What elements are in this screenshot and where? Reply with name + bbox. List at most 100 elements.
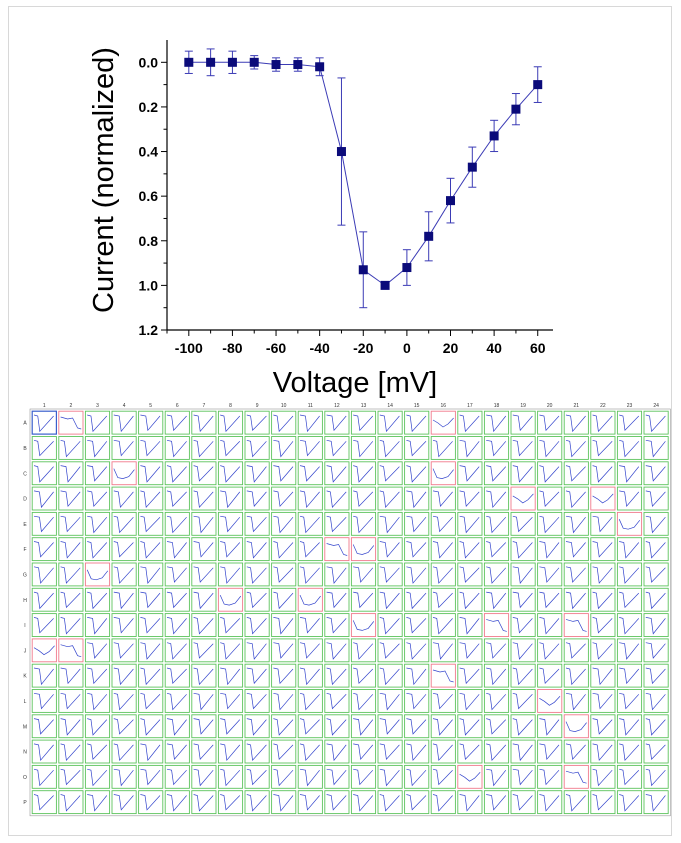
plate-well[interactable] [616, 436, 643, 460]
plate-well[interactable] [483, 511, 510, 536]
plate-well[interactable] [138, 486, 164, 511]
plate-well[interactable] [616, 689, 643, 713]
plate-well[interactable] [643, 638, 669, 663]
plate-well[interactable] [297, 663, 323, 688]
plate-well[interactable] [377, 739, 403, 764]
plate-well[interactable] [483, 613, 510, 637]
plate-well[interactable] [563, 689, 589, 713]
plate-well[interactable] [483, 562, 510, 587]
plate-well[interactable] [84, 714, 111, 739]
plate-well[interactable] [643, 739, 669, 764]
plate-well[interactable] [164, 511, 190, 536]
plate-well[interactable] [457, 689, 483, 713]
plate-well[interactable] [563, 739, 589, 764]
plate-well[interactable] [31, 562, 57, 587]
plate-well[interactable] [324, 461, 350, 486]
plate-well[interactable] [457, 461, 483, 486]
plate-well[interactable] [58, 461, 84, 486]
plate-well[interactable] [377, 587, 403, 612]
plate-well[interactable] [457, 663, 483, 688]
plate-well[interactable] [510, 587, 536, 612]
plate-well[interactable] [297, 613, 323, 637]
plate-well[interactable] [457, 739, 483, 764]
plate-well[interactable] [244, 486, 270, 511]
plate-well[interactable] [297, 511, 323, 536]
plate-well[interactable] [297, 790, 323, 815]
plate-well[interactable] [138, 410, 164, 435]
plate-well[interactable] [31, 486, 57, 511]
plate-well[interactable] [563, 410, 589, 435]
plate-well[interactable] [404, 562, 430, 587]
plate-well[interactable] [590, 461, 616, 486]
plate-well[interactable] [217, 613, 244, 637]
plate-well[interactable] [164, 790, 190, 815]
plate-well[interactable] [84, 410, 111, 435]
plate-well[interactable] [111, 537, 137, 562]
plate-well[interactable] [58, 638, 84, 663]
plate-well[interactable] [404, 410, 430, 435]
plate-well[interactable] [217, 562, 244, 587]
plate-well[interactable] [191, 714, 217, 739]
plate-well[interactable] [430, 663, 456, 688]
plate-well[interactable] [138, 511, 164, 536]
plate-well[interactable] [138, 537, 164, 562]
plate-well[interactable] [324, 537, 350, 562]
plate-well[interactable] [217, 764, 244, 789]
plate-well[interactable] [111, 587, 137, 612]
plate-well[interactable] [404, 461, 430, 486]
plate-well[interactable] [191, 436, 217, 460]
plate-well[interactable] [510, 638, 536, 663]
plate-well[interactable] [244, 436, 270, 460]
plate-well[interactable] [217, 714, 244, 739]
plate-well[interactable] [377, 790, 403, 815]
plate-well[interactable] [537, 689, 563, 713]
plate-well[interactable] [537, 537, 563, 562]
plate-well[interactable] [483, 486, 510, 511]
plate-well[interactable] [563, 613, 589, 637]
plate-well[interactable] [404, 663, 430, 688]
plate-well[interactable] [191, 587, 217, 612]
plate-well[interactable] [324, 739, 350, 764]
plate-well[interactable] [510, 739, 536, 764]
plate-well[interactable] [590, 663, 616, 688]
plate-well[interactable] [271, 764, 297, 789]
plate-well[interactable] [84, 739, 111, 764]
plate-well[interactable] [111, 613, 137, 637]
plate-well[interactable] [324, 486, 350, 511]
plate-well[interactable] [563, 537, 589, 562]
plate-well[interactable] [483, 638, 510, 663]
plate-well[interactable] [217, 638, 244, 663]
plate-well[interactable] [350, 764, 377, 789]
plate-well[interactable] [164, 739, 190, 764]
plate-well[interactable] [111, 714, 137, 739]
plate-well[interactable] [430, 436, 456, 460]
plate-well[interactable] [457, 714, 483, 739]
plate-well[interactable] [297, 714, 323, 739]
plate-well[interactable] [324, 436, 350, 460]
plate-well[interactable] [377, 638, 403, 663]
plate-well[interactable] [643, 663, 669, 688]
plate-well[interactable] [643, 764, 669, 789]
plate-well[interactable] [590, 739, 616, 764]
plate-well[interactable] [297, 537, 323, 562]
plate-well[interactable] [590, 486, 616, 511]
plate-well[interactable] [111, 486, 137, 511]
plate-well[interactable] [138, 638, 164, 663]
plate-well[interactable] [271, 537, 297, 562]
plate-well[interactable] [616, 410, 643, 435]
plate-well[interactable] [31, 410, 58, 435]
plate-well[interactable] [31, 764, 57, 789]
plate-well[interactable] [324, 410, 350, 435]
plate-well[interactable] [643, 410, 669, 435]
plate-well[interactable] [404, 714, 430, 739]
plate-well[interactable] [510, 461, 536, 486]
plate-well[interactable] [483, 587, 510, 612]
plate-well[interactable] [138, 790, 164, 815]
plate-well[interactable] [164, 587, 190, 612]
plate-well[interactable] [244, 764, 270, 789]
plate-well[interactable] [217, 663, 244, 688]
plate-well[interactable] [217, 461, 244, 486]
plate-well[interactable] [244, 739, 270, 764]
plate-well[interactable] [430, 714, 456, 739]
plate-well[interactable] [31, 436, 57, 460]
